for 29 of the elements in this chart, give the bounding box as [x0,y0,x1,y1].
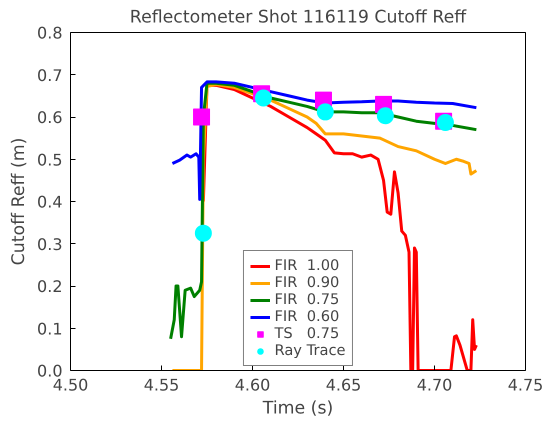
legend-label: Ray Trace [274,342,346,359]
x-tick-label: 4.50 [52,376,88,394]
y-tick-label: 0.5 [37,150,63,170]
legend-label: FIR 1.00 [274,257,340,274]
x-tick-label: 4.60 [234,376,270,394]
line-series [170,80,478,201]
y-axis-title: Cutoff Reff (m) [9,138,30,266]
legend-label: TS 0.75 [274,325,340,342]
y-tick-label: 0.3 [37,234,63,254]
point [376,107,394,124]
y-tick-label: 0.7 [37,66,63,85]
y-tick-label: 0.8 [37,24,63,42]
y-tick-label: 0.6 [37,108,63,127]
chart-title: Reflectometer Shot 116119 Cutoff Reff [130,8,468,28]
point [193,108,210,126]
legend-label: FIR 0.60 [274,308,340,325]
y-tick-label: 0.2 [37,277,63,296]
y-tick-label: 0.4 [37,192,63,212]
legend-label: FIR 0.90 [274,274,340,291]
point [316,103,334,120]
legend-label: FIR 0.75 [274,291,340,308]
y-tick-label: 0.1 [37,319,63,338]
point [254,90,272,106]
x-axis-title: Time (s) [262,398,334,418]
x-tick-label: 4.75 [508,376,544,394]
point [194,224,212,242]
x-tick-label: 4.55 [144,376,180,394]
x-tick-label: 4.70 [416,376,452,394]
x-tick-label: 4.65 [326,376,362,394]
